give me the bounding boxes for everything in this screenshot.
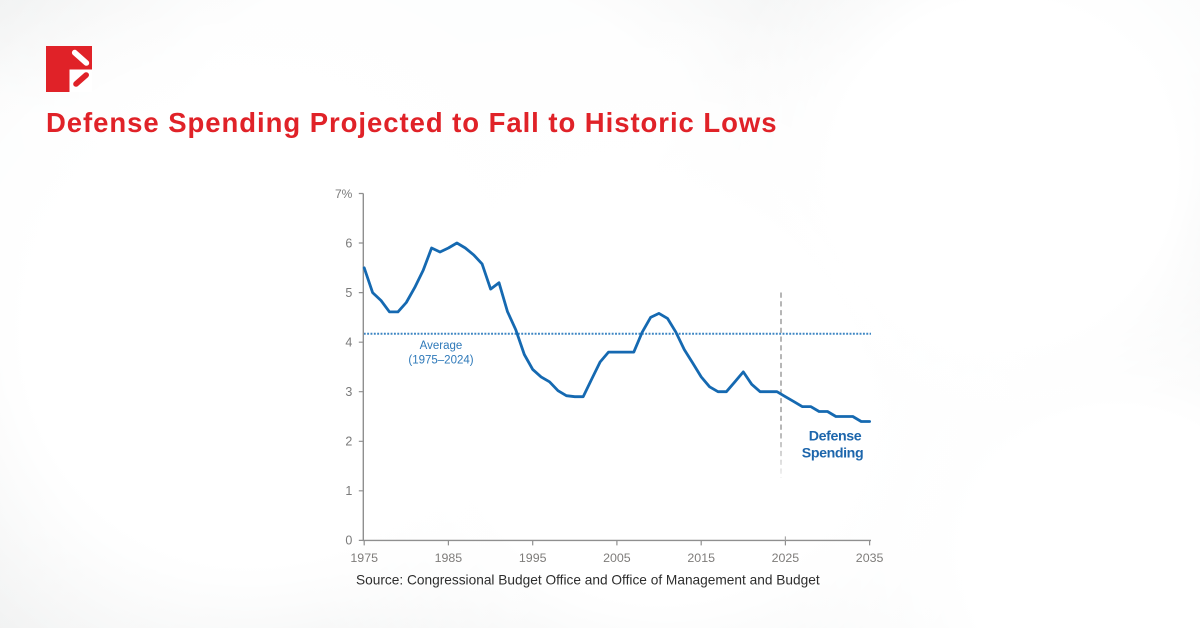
svg-text:2035: 2035 xyxy=(856,551,884,565)
svg-text:2025: 2025 xyxy=(772,551,800,565)
svg-text:1: 1 xyxy=(345,484,352,498)
svg-text:1995: 1995 xyxy=(519,551,547,565)
svg-text:Source: Congressional Budget O: Source: Congressional Budget Office and … xyxy=(356,573,820,588)
svg-text:4: 4 xyxy=(345,336,352,350)
svg-text:2005: 2005 xyxy=(603,551,631,565)
svg-text:Defense: Defense xyxy=(809,429,862,445)
svg-text:7%: 7% xyxy=(335,187,353,201)
svg-text:3: 3 xyxy=(345,385,352,399)
svg-text:Spending: Spending xyxy=(802,446,863,462)
svg-text:(1975–2024): (1975–2024) xyxy=(408,355,473,367)
svg-text:5: 5 xyxy=(345,286,352,300)
svg-text:2: 2 xyxy=(345,435,352,449)
svg-text:0: 0 xyxy=(345,534,352,548)
svg-text:1975: 1975 xyxy=(350,551,378,565)
svg-text:1985: 1985 xyxy=(435,551,463,565)
svg-text:Average: Average xyxy=(420,340,463,352)
svg-text:6: 6 xyxy=(345,236,352,250)
svg-text:2015: 2015 xyxy=(687,551,715,565)
